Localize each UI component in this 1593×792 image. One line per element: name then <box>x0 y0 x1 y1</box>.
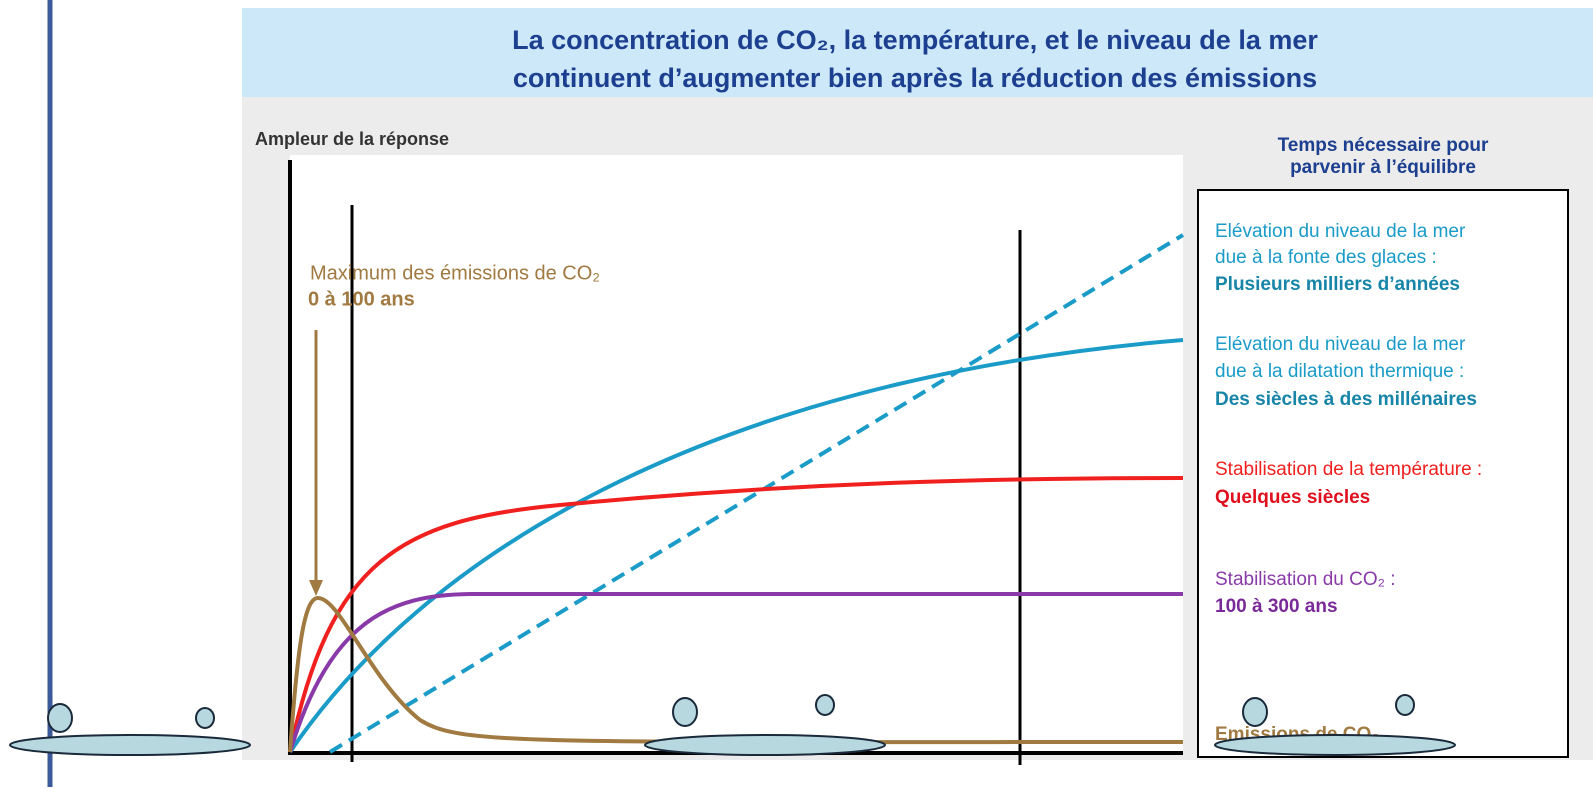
panel-text: Stabilisation du CO₂ : <box>1215 569 1396 590</box>
panel-text: Stabilisation de la température : <box>1215 459 1482 480</box>
panel-duration: 100 à 300 ans <box>1215 596 1338 617</box>
panel-text: due à la dilatation thermique : <box>1215 361 1464 382</box>
annotation-label: Maximum des émissions de CO₂ <box>310 262 600 284</box>
plot-area <box>290 155 1183 753</box>
panel-header: Temps nécessaire pour <box>1278 135 1489 156</box>
title-line: continuent d’augmenter bien après la réd… <box>513 63 1317 93</box>
panel-duration: Quelques siècles <box>1215 487 1370 508</box>
slide: La concentration de CO₂, la température,… <box>0 0 1593 787</box>
page: {"title": {"lines": ["La concentration d… <box>0 0 1593 787</box>
panel-header: parvenir à l’équilibre <box>1290 157 1476 178</box>
title-line: La concentration de CO₂, la température,… <box>512 25 1318 55</box>
panel-text: Elévation du niveau de la mer <box>1215 334 1466 355</box>
panel-duration: Des siècles à des millénaires <box>1215 389 1477 410</box>
panel-duration: Plusieurs milliers d’années <box>1215 274 1460 295</box>
annotation-range: 0 à 100 ans <box>308 288 415 310</box>
y-axis-label: Ampleur de la réponse <box>255 129 449 149</box>
panel-text: due à la fonte des glaces : <box>1215 247 1437 268</box>
panel-text: Elévation du niveau de la mer <box>1215 221 1466 242</box>
